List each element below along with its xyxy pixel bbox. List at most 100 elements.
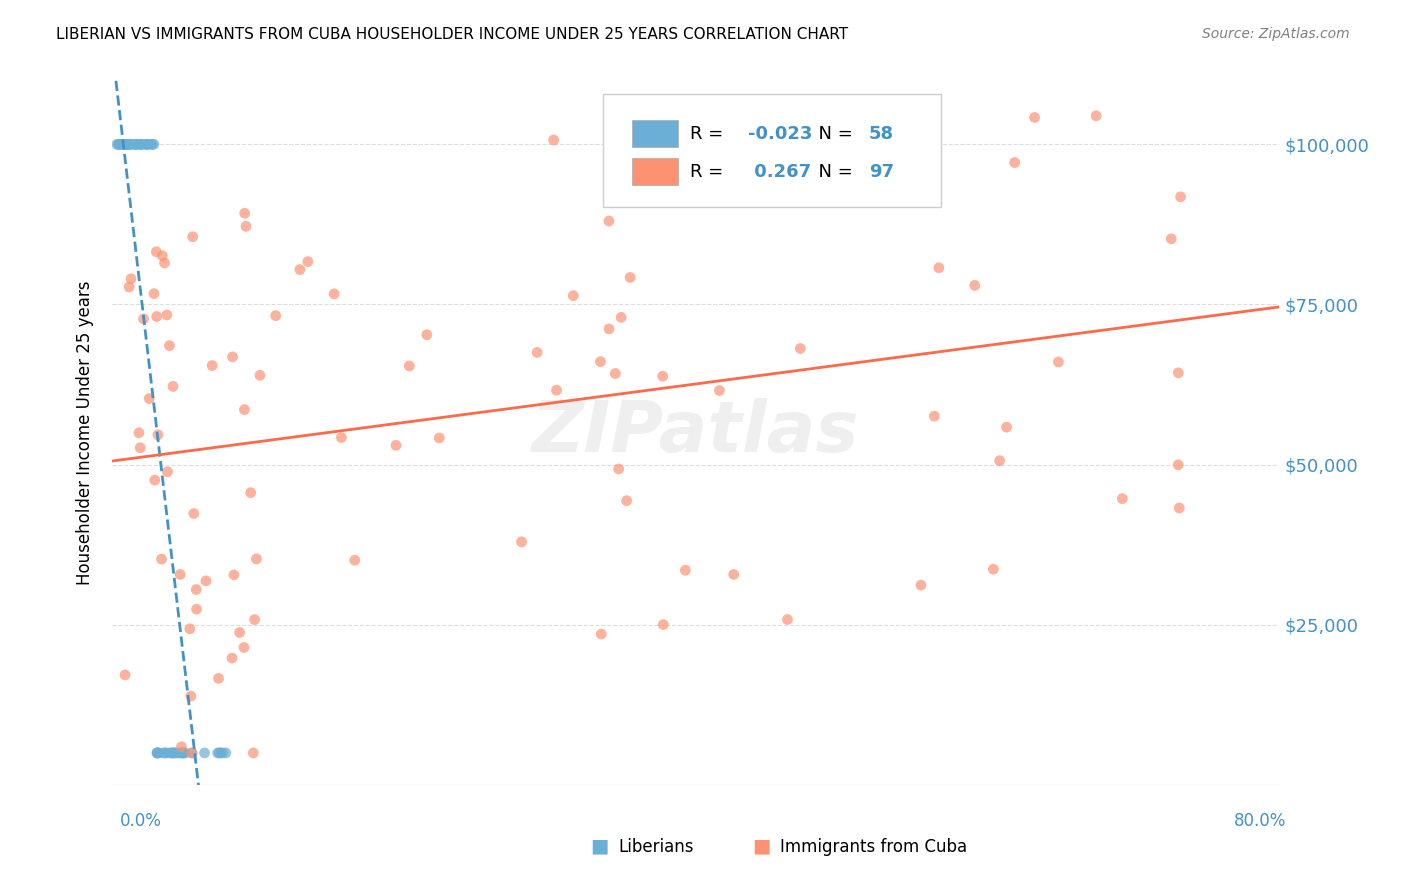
- Point: [159, 338, 181, 352]
- Point: [125, 137, 148, 152]
- Point: [108, 137, 131, 152]
- Text: Liberians: Liberians: [619, 838, 695, 855]
- Point: [782, 174, 804, 188]
- Point: [170, 746, 193, 760]
- Point: [723, 567, 745, 582]
- Text: 0.0%: 0.0%: [120, 812, 162, 830]
- Point: [170, 746, 193, 760]
- Point: [174, 746, 197, 760]
- Point: [605, 367, 627, 381]
- Point: [181, 746, 204, 760]
- Point: [201, 359, 224, 373]
- Point: [153, 746, 176, 760]
- Point: [215, 746, 238, 760]
- Point: [118, 137, 141, 152]
- Text: N =: N =: [807, 125, 858, 143]
- Point: [180, 689, 202, 703]
- Point: [988, 453, 1011, 467]
- Point: [910, 578, 932, 592]
- Point: [591, 627, 613, 641]
- Point: [928, 260, 950, 275]
- Point: [330, 431, 353, 445]
- Point: [243, 613, 266, 627]
- Point: [148, 746, 170, 760]
- FancyBboxPatch shape: [603, 95, 941, 207]
- Text: LIBERIAN VS IMMIGRANTS FROM CUBA HOUSEHOLDER INCOME UNDER 25 YEARS CORRELATION C: LIBERIAN VS IMMIGRANTS FROM CUBA HOUSEHO…: [56, 27, 848, 42]
- Point: [145, 310, 167, 324]
- Point: [118, 280, 141, 294]
- Point: [416, 327, 439, 342]
- Point: [142, 137, 165, 152]
- Point: [118, 137, 141, 152]
- Text: N =: N =: [807, 163, 858, 181]
- Point: [131, 137, 153, 152]
- Point: [117, 137, 139, 152]
- Point: [125, 137, 148, 152]
- Point: [169, 567, 191, 582]
- Point: [120, 137, 142, 152]
- Point: [122, 137, 145, 152]
- Point: [105, 137, 128, 152]
- Point: [136, 137, 159, 152]
- Point: [963, 278, 986, 293]
- Point: [163, 746, 186, 760]
- Point: [1170, 190, 1192, 204]
- Point: [114, 668, 136, 682]
- Point: [132, 312, 155, 326]
- Point: [233, 402, 256, 417]
- Point: [776, 613, 799, 627]
- Point: [239, 485, 262, 500]
- Text: R =: R =: [690, 125, 730, 143]
- Point: [264, 309, 287, 323]
- Point: [111, 137, 134, 152]
- Point: [207, 672, 229, 686]
- Point: [297, 254, 319, 268]
- Text: ■: ■: [752, 837, 770, 855]
- Point: [117, 137, 139, 152]
- Point: [129, 137, 152, 152]
- Point: [156, 746, 179, 760]
- Point: [136, 137, 159, 152]
- Point: [125, 137, 148, 152]
- Point: [616, 493, 638, 508]
- Point: [146, 746, 169, 760]
- Point: [135, 137, 157, 152]
- Point: [652, 617, 675, 632]
- Point: [610, 310, 633, 325]
- Point: [150, 552, 173, 566]
- Text: Source: ZipAtlas.com: Source: ZipAtlas.com: [1202, 27, 1350, 41]
- Point: [179, 622, 201, 636]
- Point: [141, 137, 163, 152]
- Point: [181, 229, 204, 244]
- Text: ZIPatlas: ZIPatlas: [533, 398, 859, 467]
- Y-axis label: Householder Income Under 25 years: Householder Income Under 25 years: [76, 280, 94, 585]
- Point: [924, 409, 946, 424]
- Point: [651, 369, 673, 384]
- Point: [211, 746, 233, 760]
- Point: [627, 146, 650, 161]
- Point: [1160, 232, 1182, 246]
- Point: [146, 427, 169, 442]
- Point: [160, 746, 183, 760]
- Text: R =: R =: [690, 163, 730, 181]
- Point: [783, 158, 806, 172]
- Point: [607, 462, 630, 476]
- Point: [235, 219, 257, 234]
- Point: [165, 746, 187, 760]
- Point: [145, 244, 167, 259]
- Point: [153, 256, 176, 270]
- Point: [749, 128, 772, 142]
- Point: [995, 420, 1018, 434]
- Point: [152, 746, 174, 760]
- Point: [1167, 366, 1189, 380]
- Text: ■: ■: [591, 837, 609, 855]
- Point: [128, 425, 150, 440]
- Point: [1168, 501, 1191, 516]
- Point: [398, 359, 420, 373]
- Text: Immigrants from Cuba: Immigrants from Cuba: [780, 838, 967, 855]
- Point: [129, 137, 152, 152]
- Point: [510, 534, 533, 549]
- Point: [159, 746, 181, 760]
- Point: [343, 553, 366, 567]
- Point: [598, 322, 620, 336]
